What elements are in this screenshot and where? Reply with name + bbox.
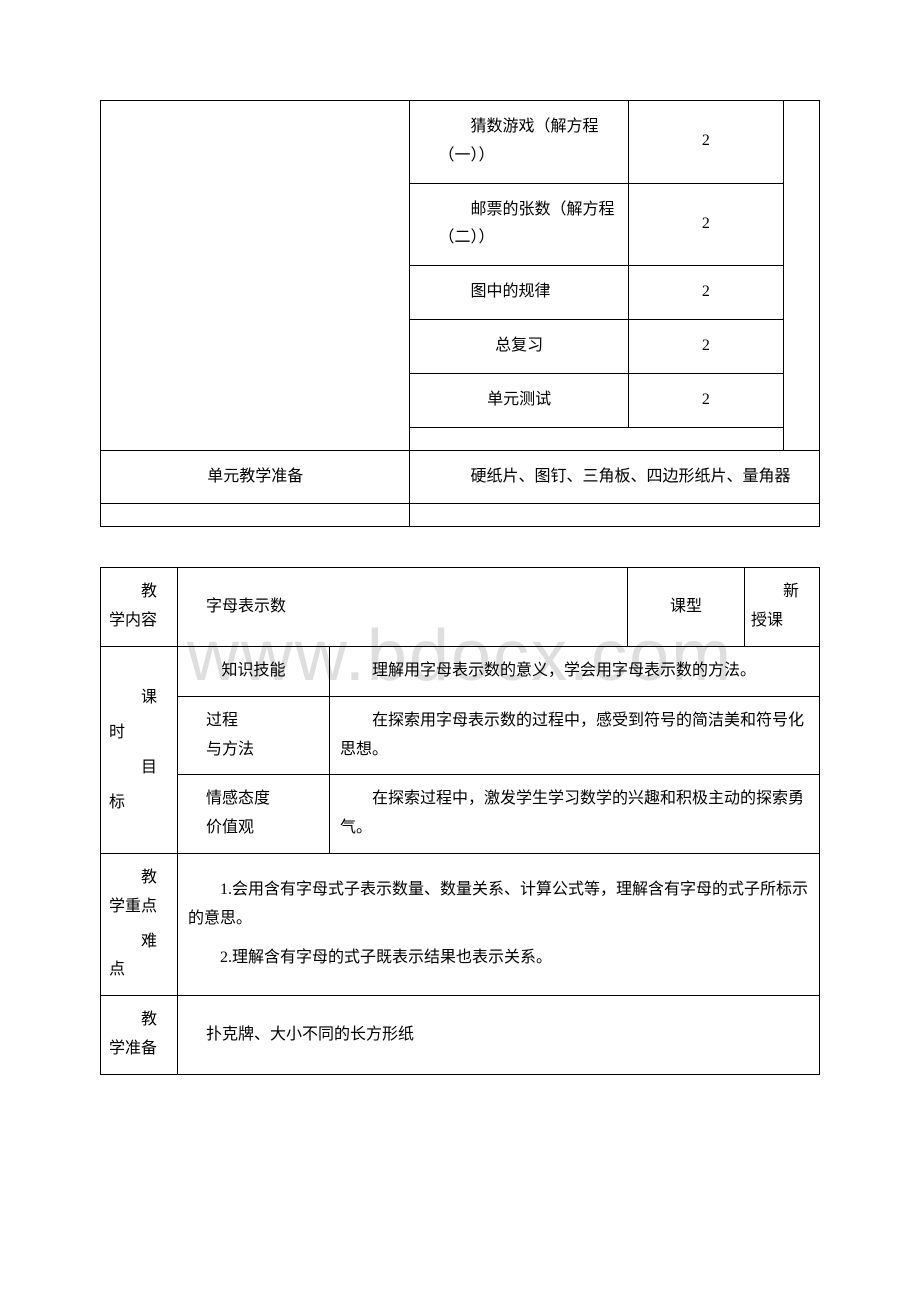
goal-text: 在探索过程中，激发学生学习数学的兴趣和积极主动的探索勇气。: [330, 775, 820, 854]
hours-cell: 2: [628, 319, 783, 373]
goal-aspect: 过程 与方法: [178, 696, 330, 775]
prep-label-cell: 单元教学准备: [101, 450, 410, 504]
aspect-line: 与方法: [206, 736, 321, 765]
table-row: 单元教学准备 硬纸片、图钉、三角板、四边形纸片、量角器: [101, 450, 820, 504]
lesson-plan-table: 教学内容 字母表示数 课型 新授课 课 时 目 标 知识技能 理解用字母表示数的…: [100, 567, 820, 1074]
prep-label: 教学准备: [101, 996, 178, 1075]
focus-label: 教学重点 难点: [101, 853, 178, 995]
table-row: 猜数游戏（解方程（一）） 2: [101, 101, 820, 184]
type-label: 课型: [628, 568, 745, 647]
aspect-line: 价值观: [206, 814, 321, 843]
hours-cell: 2: [628, 266, 783, 320]
prep-value: 扑克牌、大小不同的长方形纸: [178, 996, 820, 1075]
topic-cell: 邮票的张数（解方程（二））: [410, 183, 628, 266]
spacer-cell: [784, 101, 820, 451]
focus-text-line: 1.会用含有字母式子表示数量、数量关系、计算公式等，理解含有字母的式子所标示的意…: [188, 876, 811, 934]
topic-cell: 单元测试: [410, 373, 628, 427]
topic-cell: 总复习: [410, 319, 628, 373]
table-row: 教学重点 难点 1.会用含有字母式子表示数量、数量关系、计算公式等，理解含有字母…: [101, 853, 820, 995]
goal-text: 在探索用字母表示数的过程中，感受到符号的简洁美和符号化思想。: [330, 696, 820, 775]
unit-plan-table: 猜数游戏（解方程（一）） 2 邮票的张数（解方程（二）） 2 图中的规律 2 总…: [100, 100, 820, 527]
goal-aspect: 情感态度 价值观: [178, 775, 330, 854]
content-value: 字母表示数: [178, 568, 628, 647]
content-label: 教学内容: [101, 568, 178, 647]
table-row: 课 时 目 标 知识技能 理解用字母表示数的意义，学会用字母表示数的方法。: [101, 646, 820, 696]
prep-value-cell: 硬纸片、图钉、三角板、四边形纸片、量角器: [410, 450, 820, 504]
hours-cell: 2: [628, 101, 783, 184]
table-row: 教学准备 扑克牌、大小不同的长方形纸: [101, 996, 820, 1075]
table-row: 情感态度 价值观 在探索过程中，激发学生学习数学的兴趣和积极主动的探索勇气。: [101, 775, 820, 854]
blank-cell: [101, 504, 410, 527]
focus-label-line: 教学重点: [109, 864, 169, 922]
aspect-line: 过程: [206, 707, 321, 736]
type-value: 新授课: [745, 568, 820, 647]
goals-label: 课 时 目 标: [101, 646, 178, 853]
table-row: [101, 504, 820, 527]
focus-label-line: 难点: [109, 928, 169, 986]
blank-cell: [410, 427, 784, 450]
blank-cell: [410, 504, 820, 527]
focus-text-line: 2.理解含有字母的式子既表示结果也表示关系。: [188, 944, 811, 973]
table-row: 过程 与方法 在探索用字母表示数的过程中，感受到符号的简洁美和符号化思想。: [101, 696, 820, 775]
table-row: 教学内容 字母表示数 课型 新授课: [101, 568, 820, 647]
aspect-line: 情感态度: [206, 785, 321, 814]
hours-cell: 2: [628, 183, 783, 266]
topic-cell: 猜数游戏（解方程（一））: [410, 101, 628, 184]
goal-aspect: 知识技能: [178, 646, 330, 696]
left-blank-cell: [101, 101, 410, 451]
hours-cell: 2: [628, 373, 783, 427]
topic-cell: 图中的规律: [410, 266, 628, 320]
focus-text: 1.会用含有字母式子表示数量、数量关系、计算公式等，理解含有字母的式子所标示的意…: [178, 853, 820, 995]
goal-text: 理解用字母表示数的意义，学会用字母表示数的方法。: [330, 646, 820, 696]
